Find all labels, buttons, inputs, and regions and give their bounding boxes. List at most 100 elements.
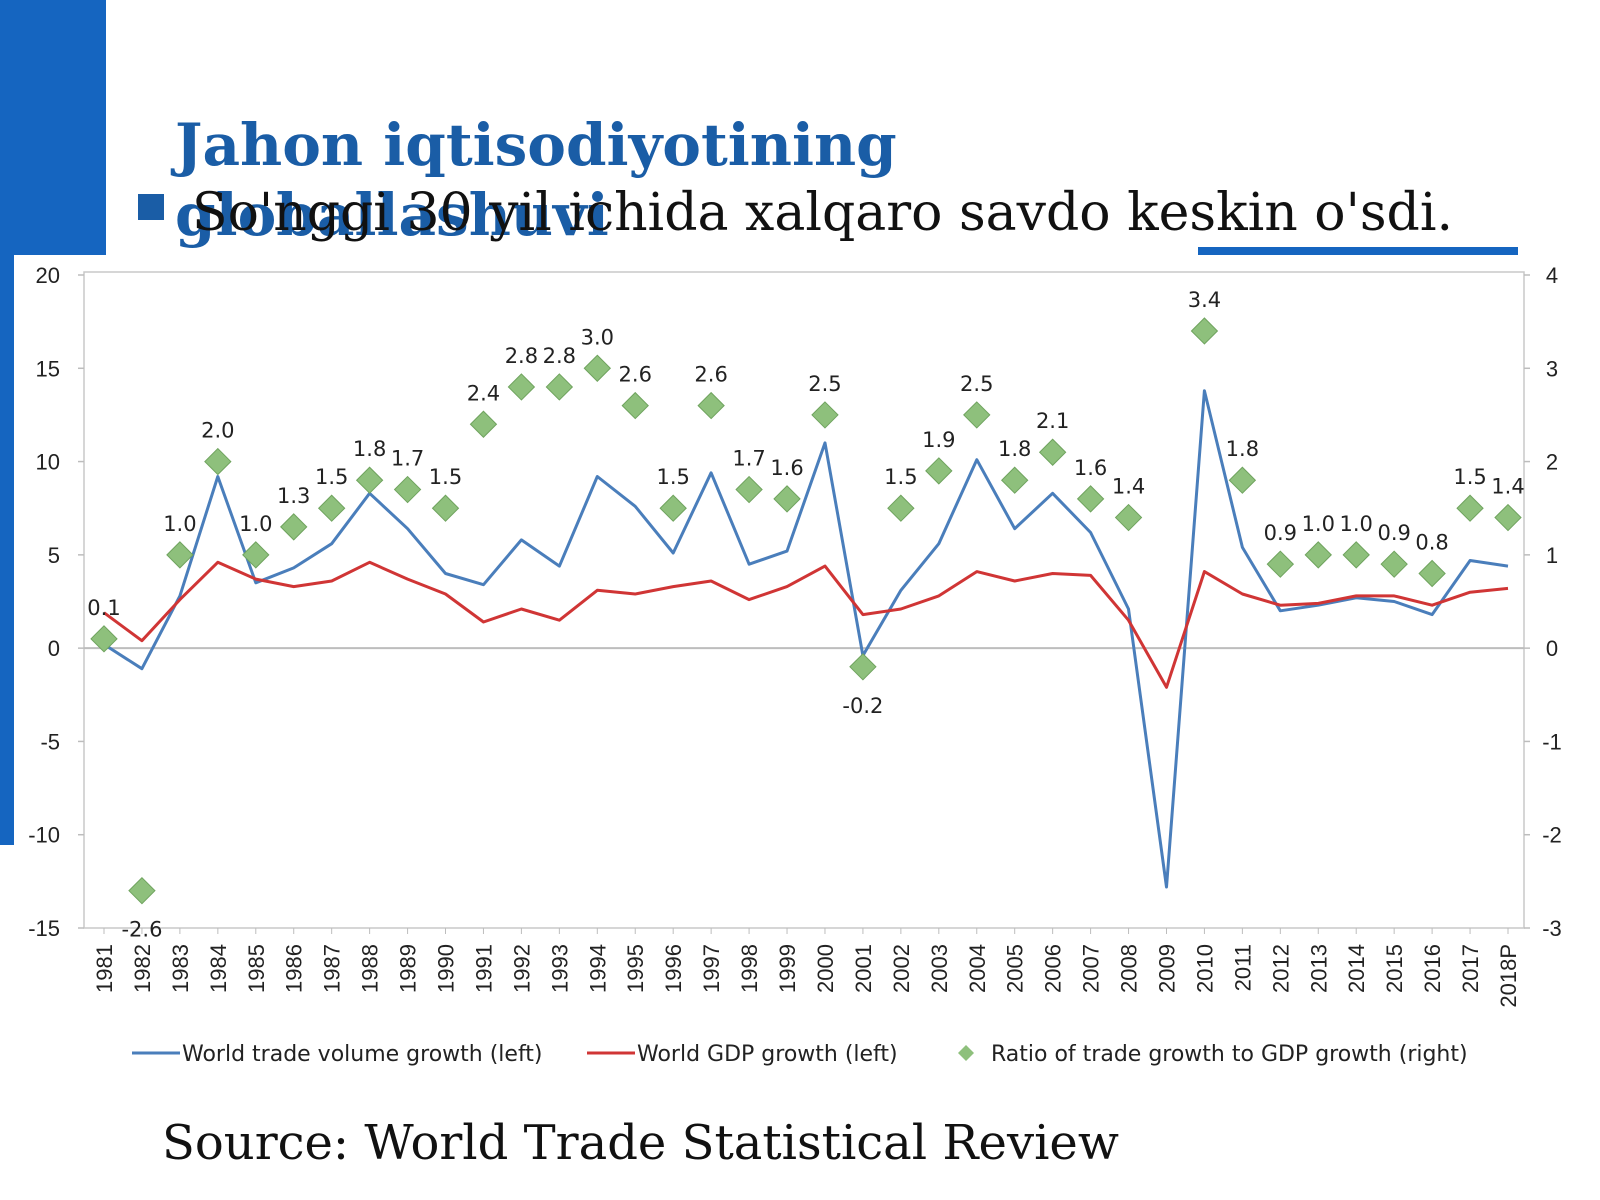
- ratio-data-label: 2.5: [960, 372, 993, 396]
- left-accent-bar: [0, 0, 106, 255]
- x-tick-label: 2015: [1382, 944, 1407, 993]
- ratio-data-label: 1.0: [239, 512, 272, 536]
- gdp-growth-line: [103, 560, 1509, 689]
- ratio-data-label: 2.1: [1036, 409, 1069, 433]
- x-tick-label: 1997: [699, 944, 724, 993]
- ratio-marker: [1342, 541, 1370, 569]
- ratio-marker: [1038, 438, 1067, 466]
- ratio-marker: [393, 475, 422, 504]
- y-left-tick-label: 0: [48, 636, 60, 661]
- legend-gdp-label: World GDP growth (left): [637, 1042, 898, 1067]
- ratio-marker: [166, 541, 194, 569]
- x-tick-label: 2002: [889, 944, 914, 993]
- ratio-marker: [583, 354, 612, 382]
- ratio-data-label: 1.3: [277, 484, 310, 508]
- ratio-marker: [849, 653, 877, 681]
- ratio-data-label: 2.6: [694, 363, 727, 387]
- source-note: Source: World Trade Statistical Review: [162, 1115, 1119, 1171]
- ratio-data-label: -2.6: [121, 918, 162, 942]
- y-left-tick-label: -10: [28, 823, 60, 848]
- ratio-marker: [1076, 485, 1105, 513]
- slide-title: Jahon iqtisodiyotining globallashuvi: [175, 111, 897, 249]
- y-right-tick-label: -2: [1542, 823, 1562, 848]
- x-tick-label: 2008: [1117, 944, 1142, 993]
- ratio-marker: [1494, 503, 1522, 532]
- ratio-marker: [621, 391, 649, 420]
- ratio-marker: [1304, 541, 1332, 569]
- ratio-marker: [204, 447, 232, 476]
- ratio-data-label: 1.5: [884, 465, 917, 489]
- x-tick-label: 2013: [1306, 944, 1331, 993]
- y-right-tick-label: 0: [1546, 636, 1558, 661]
- x-tick-label: 1991: [471, 944, 496, 993]
- ratio-data-label: 2.8: [505, 344, 538, 368]
- x-tick-label: 1982: [130, 944, 155, 993]
- y-left-tick-label: -15: [28, 916, 60, 941]
- ratio-data-label: 2.5: [808, 372, 841, 396]
- y-right-tick-label: -3: [1542, 916, 1562, 941]
- x-tick-label: 2017: [1458, 944, 1483, 993]
- ratio-data-label: 1.4: [1112, 475, 1145, 499]
- ratio-marker: [507, 373, 536, 401]
- x-tick-label: 2004: [965, 944, 990, 993]
- ratio-marker: [1114, 503, 1143, 532]
- y-right-tick-label: 3: [1546, 356, 1558, 381]
- ratio-marker: [773, 485, 801, 513]
- bullet-text: So'nggi 30 yil ichida xalqaro savdo kesk…: [192, 183, 1453, 243]
- x-tick-label: 1987: [320, 944, 345, 993]
- ratio-data-label: 0.1: [87, 596, 120, 620]
- ratio-marker: [355, 466, 384, 494]
- ratio-marker: [697, 391, 725, 420]
- ratio-marker: [735, 475, 763, 504]
- ratio-marker: [545, 373, 574, 401]
- x-tick-label: 1984: [206, 944, 231, 993]
- ratio-marker: [317, 494, 346, 522]
- x-tick-label: 1995: [623, 944, 648, 993]
- x-tick-label: 2010: [1192, 944, 1217, 993]
- ratio-data-label: 1.0: [1340, 512, 1373, 536]
- x-tick-label: 2007: [1079, 944, 1104, 993]
- ratio-data-label: 1.0: [1302, 512, 1335, 536]
- ratio-data-label: 2.0: [201, 419, 234, 443]
- ratio-data-label: 3.4: [1188, 288, 1221, 312]
- ratio-data-label: 1.5: [1453, 465, 1486, 489]
- y-left-tick-label: 15: [36, 356, 60, 381]
- ratio-data-label: 0.8: [1415, 531, 1448, 555]
- y-left-tick-label: 20: [36, 263, 60, 288]
- legend-ratio-label: Ratio of trade growth to GDP growth (rig…: [991, 1042, 1468, 1067]
- x-tick-label: 1985: [244, 944, 269, 993]
- ratio-data-label: 2.8: [543, 344, 576, 368]
- x-tick-label: 1988: [358, 944, 383, 993]
- plot-area: [83, 271, 1525, 929]
- ratio-data-label: 1.6: [1074, 456, 1107, 480]
- y-left-tick-label: -5: [40, 729, 60, 754]
- legend-trade-label: World trade volume growth (left): [182, 1042, 543, 1067]
- ratio-data-label: 1.5: [656, 465, 689, 489]
- ratio-data-label: 1.4: [1491, 475, 1524, 499]
- y-right-tick-label: -1: [1542, 729, 1562, 754]
- x-tick-label: 1998: [737, 944, 762, 993]
- x-tick-label: 1983: [168, 944, 193, 993]
- y-left-tick-label: 5: [48, 543, 60, 568]
- ratio-marker: [963, 401, 991, 429]
- ratio-data-label: 2.4: [467, 381, 500, 405]
- x-tick-label: 2012: [1268, 944, 1293, 993]
- ratio-data-label: 0.9: [1264, 521, 1297, 545]
- ratio-data-label: 1.7: [391, 447, 424, 471]
- x-tick-label: 2009: [1154, 944, 1179, 993]
- y-right-tick-label: 4: [1546, 263, 1558, 288]
- x-tick-label: 1993: [547, 944, 572, 993]
- ratio-data-label: 2.6: [619, 363, 652, 387]
- ratio-marker: [1456, 494, 1484, 522]
- x-tick-label: 1994: [585, 944, 610, 993]
- ratio-data-label: 1.8: [998, 437, 1031, 461]
- ratio-data-label: 1.8: [353, 437, 386, 461]
- x-tick-label: 2016: [1420, 944, 1445, 993]
- trade-volume-line: [103, 389, 1509, 889]
- y-left-tick-label: 10: [36, 450, 60, 475]
- ratio-marker: [811, 401, 839, 429]
- x-tick-label: 2014: [1344, 944, 1369, 993]
- bullet-square-icon: [138, 194, 164, 220]
- x-tick-label: 1992: [509, 944, 534, 993]
